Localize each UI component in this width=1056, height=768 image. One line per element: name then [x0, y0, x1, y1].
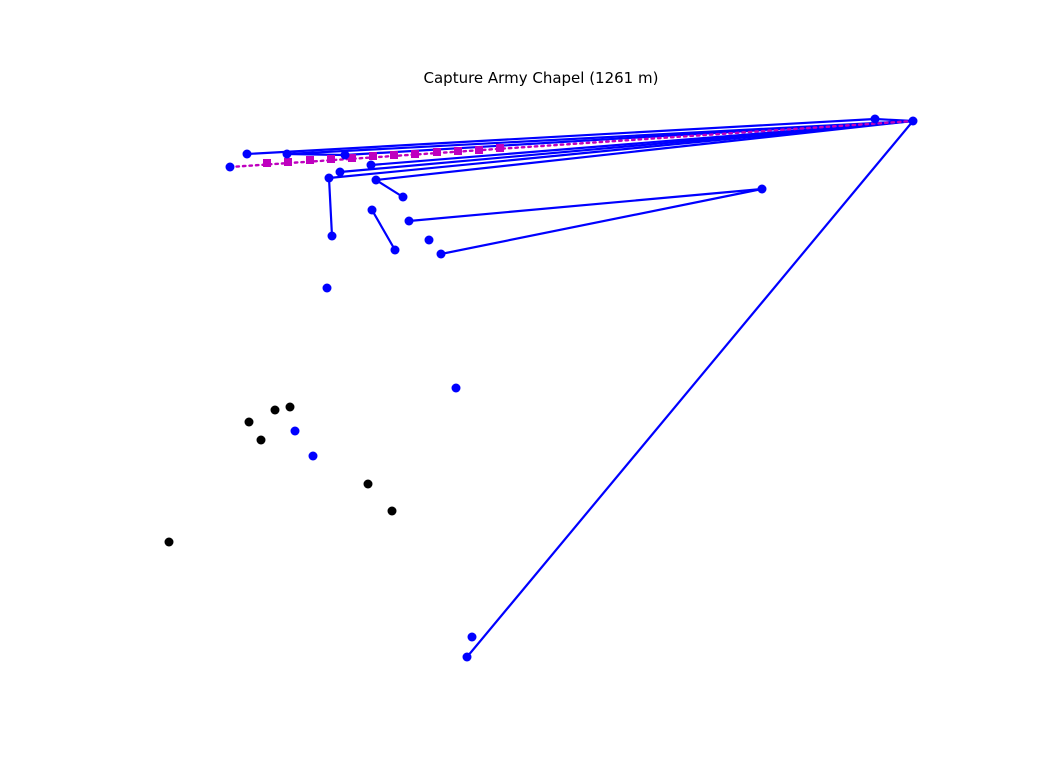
- route-edge: [245, 117, 877, 156]
- dotted-path-layer: [228, 119, 915, 169]
- route-node: [366, 160, 376, 170]
- route-edge: [465, 119, 915, 659]
- route-node: [335, 167, 345, 177]
- route-node: [322, 283, 332, 293]
- dotted-path-marker: [327, 155, 335, 163]
- dotted-path-marker: [348, 154, 356, 162]
- route-node: [290, 426, 300, 436]
- route-edge: [285, 152, 347, 157]
- route-edge: [327, 176, 334, 238]
- route-node: [371, 175, 381, 185]
- route-node: [467, 632, 477, 642]
- isolated-node: [270, 405, 280, 415]
- dotted-path-marker: [390, 151, 398, 159]
- dotted-path-marker: [306, 156, 314, 164]
- isolated-node: [256, 435, 266, 445]
- isolated-node: [244, 417, 254, 427]
- edges-layer: [245, 117, 915, 659]
- dotted-path-marker: [475, 146, 483, 154]
- route-node: [398, 192, 408, 202]
- dotted-path-marker: [496, 144, 504, 152]
- route-node: [424, 235, 434, 245]
- route-node: [282, 149, 292, 159]
- route-node: [327, 231, 337, 241]
- dotted-path-marker: [433, 148, 441, 156]
- dotted-path-marker: [369, 152, 377, 160]
- route-node: [404, 216, 414, 226]
- route-node: [436, 249, 446, 259]
- dotted-path-marker: [263, 159, 271, 167]
- isolated-node: [285, 402, 295, 412]
- route-node: [451, 383, 461, 393]
- route-edge: [407, 187, 764, 223]
- route-edge: [374, 119, 915, 182]
- nodes-layer: [164, 114, 918, 662]
- route-node: [242, 149, 252, 159]
- route-node: [757, 184, 767, 194]
- route-edge: [370, 208, 397, 252]
- dotted-path-marker: [284, 158, 292, 166]
- isolated-node: [164, 537, 174, 547]
- route-node: [324, 173, 334, 183]
- route-node: [390, 245, 400, 255]
- route-node: [340, 150, 350, 160]
- route-node: [908, 116, 918, 126]
- route-node: [367, 205, 377, 215]
- route-edge: [327, 119, 915, 180]
- route-edge: [439, 187, 764, 256]
- dotted-path-marker: [411, 150, 419, 158]
- route-edge: [374, 178, 405, 199]
- dotted-path-marker: [454, 147, 462, 155]
- route-node: [308, 451, 318, 461]
- isolated-node: [387, 506, 397, 516]
- isolated-node: [363, 479, 373, 489]
- route-node: [225, 162, 235, 172]
- plot-title: Capture Army Chapel (1261 m): [423, 69, 659, 87]
- route-node: [462, 652, 472, 662]
- route-node: [870, 114, 880, 124]
